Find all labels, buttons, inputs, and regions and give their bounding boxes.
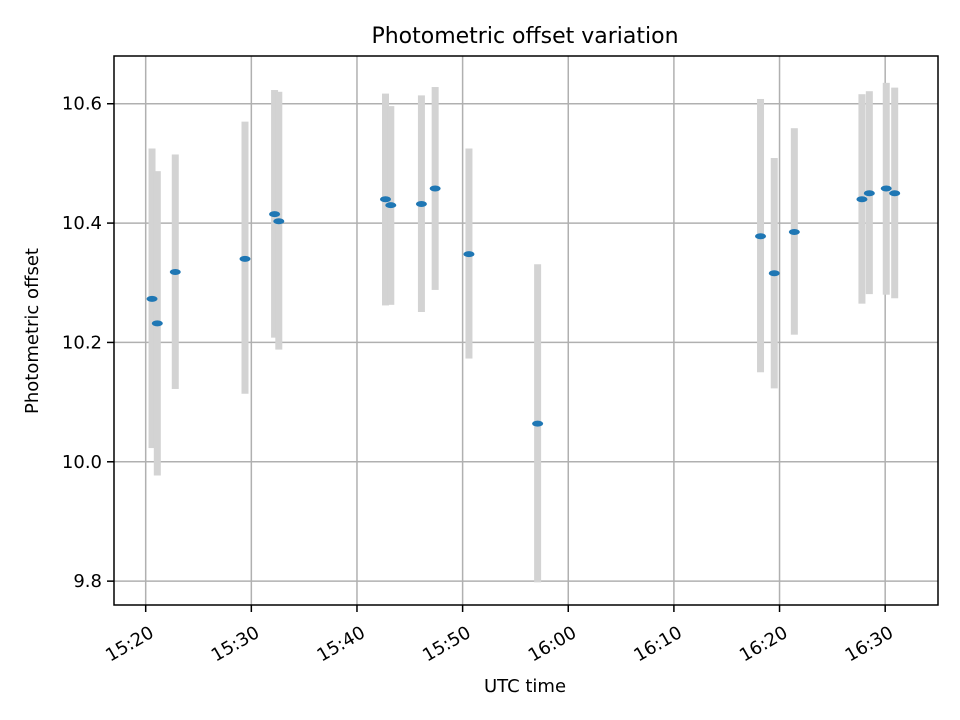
x-tick-label: 15:20 bbox=[102, 622, 157, 666]
x-tick-label: 15:40 bbox=[313, 622, 368, 666]
data-point bbox=[856, 196, 868, 203]
x-tick-label: 15:50 bbox=[419, 622, 474, 666]
data-point bbox=[463, 251, 475, 258]
data-point bbox=[239, 255, 251, 262]
data-point bbox=[379, 196, 391, 203]
data-point bbox=[889, 190, 901, 197]
data-point bbox=[863, 190, 875, 197]
data-point bbox=[273, 218, 285, 225]
data-point bbox=[169, 269, 181, 276]
y-tick-label: 10.2 bbox=[62, 332, 102, 353]
y-tick-label: 10.4 bbox=[62, 213, 102, 234]
chart-title: Photometric offset variation bbox=[371, 24, 678, 49]
x-axis: 15:20 15:30 15:40 15:50 16:00 16:10 16:20 16:30 bbox=[102, 605, 897, 666]
data-point bbox=[385, 202, 397, 209]
data-point bbox=[151, 320, 163, 327]
data-point bbox=[768, 270, 780, 277]
data-point bbox=[146, 295, 158, 302]
data-point bbox=[532, 420, 544, 427]
y-tick-label: 10.6 bbox=[62, 94, 102, 115]
x-axis-label: UTC time bbox=[484, 676, 566, 697]
data-point bbox=[755, 233, 767, 240]
marker-layer bbox=[146, 185, 901, 427]
data-point bbox=[429, 185, 441, 192]
data-point bbox=[269, 211, 281, 218]
errorbar-layer bbox=[148, 82, 899, 583]
x-tick-label: 16:10 bbox=[630, 622, 685, 666]
data-point bbox=[880, 185, 892, 192]
plot-frame bbox=[113, 55, 939, 606]
grid-layer bbox=[114, 56, 938, 605]
x-tick-label: 15:30 bbox=[208, 622, 263, 666]
data-point bbox=[788, 229, 800, 236]
y-tick-label: 9.8 bbox=[73, 571, 102, 592]
y-axis-label: Photometric offset bbox=[22, 248, 43, 414]
y-tick-label: 10.0 bbox=[62, 452, 102, 473]
x-tick-label: 16:00 bbox=[525, 622, 580, 666]
data-point bbox=[415, 200, 427, 207]
x-tick-label: 16:20 bbox=[736, 622, 791, 666]
y-axis: 9.8 10.0 10.2 10.4 10.6 bbox=[62, 94, 114, 592]
x-tick-label: 16:30 bbox=[842, 622, 897, 666]
